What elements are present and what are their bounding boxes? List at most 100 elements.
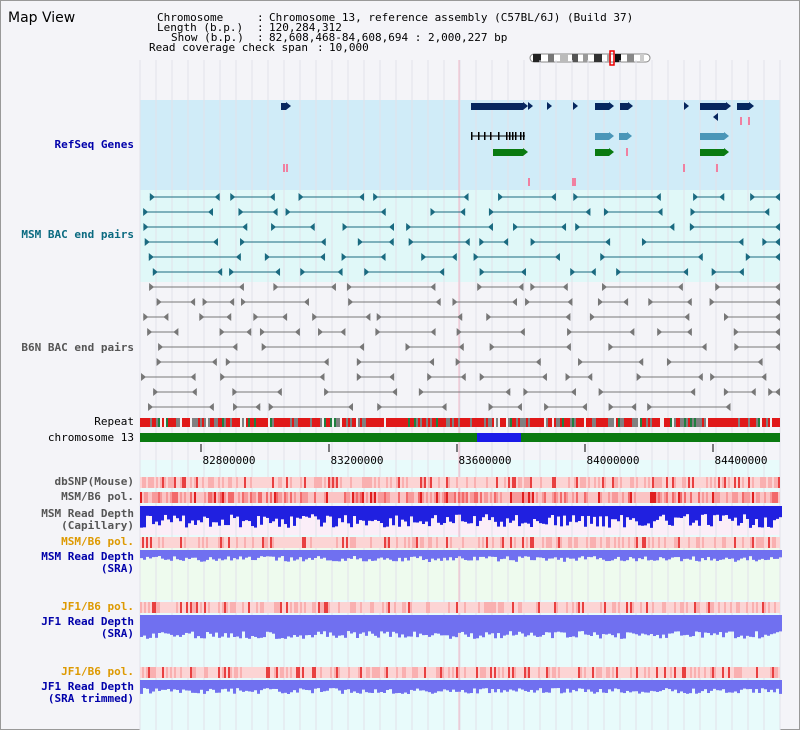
- dbsnp-cell: [196, 477, 198, 488]
- dbsnp-cell: [356, 477, 358, 488]
- dbsnp-cell: [386, 477, 388, 488]
- msm-b6-pol-cell: [324, 492, 326, 503]
- jf1-b6-pol-cell: [586, 602, 588, 613]
- dbsnp-cell: [566, 477, 568, 488]
- msm-sra-depth-bar: [524, 550, 527, 557]
- msm-sra-depth-bar: [638, 550, 641, 559]
- msm-b6-pol-2-cell: [182, 537, 184, 548]
- jf1-sra-depth-bar: [146, 615, 149, 639]
- msm-b6-pol-cell: [660, 492, 662, 503]
- dbsnp-cell: [734, 477, 736, 488]
- msm-capillary-depth-bar: [335, 506, 338, 527]
- jf1-trimmed-depth-bar: [323, 680, 326, 692]
- repeat-segment: [172, 418, 174, 427]
- msm-sra-depth-bar: [563, 550, 566, 562]
- jf1-b6-pol-2-cell: [266, 667, 268, 678]
- b6n-bac-pair-end: [147, 328, 153, 336]
- msm-b6-pol-cell: [312, 492, 314, 503]
- msm-sra-depth-bar: [383, 550, 386, 560]
- repeat-segment: [668, 418, 670, 427]
- repeat-segment: [322, 418, 324, 427]
- dbsnp-cell: [634, 477, 636, 488]
- msm-b6-pol-cell: [382, 492, 384, 503]
- jf1-read-depth-trimmed-label[interactable]: JF1 Read Depth: [41, 680, 134, 693]
- repeat-segment: [264, 418, 266, 427]
- msm-sra-depth-bar: [590, 550, 593, 558]
- jf1-trimmed-depth-bar: [146, 680, 149, 689]
- msm-b6-pol-label[interactable]: MSM/B6 pol.: [61, 490, 134, 503]
- jf1-b6-pol-cell: [656, 602, 658, 613]
- jf1-b6-pol-2-cell: [362, 667, 364, 678]
- dbsnp-cell: [694, 477, 696, 488]
- msm-b6-pol-2-cell: [584, 537, 586, 548]
- msm-b6-pol-2-cell: [650, 537, 652, 548]
- msm-capillary-depth-bar: [701, 506, 704, 515]
- repeat-segment: [252, 418, 254, 427]
- msm-b6-pol-cell: [440, 492, 442, 503]
- jf1-b6-pol-2-cell: [574, 667, 576, 678]
- jf1-sra-depth-bar: [308, 615, 311, 636]
- msm-bac-end-pairs-label[interactable]: MSM BAC end pairs: [21, 228, 134, 241]
- jf1-b6-pol-cell: [694, 602, 696, 613]
- jf1-b6-pol-2-cell: [536, 667, 538, 678]
- msm-sra-depth-bar: [692, 550, 695, 557]
- repeat-segment: [472, 418, 474, 427]
- b6n-bac-pair-end: [602, 283, 608, 291]
- msm-capillary-depth-bar: [401, 506, 404, 520]
- msm-b6-pol-2-cell: [446, 537, 448, 548]
- msm-sra-depth-bar: [686, 550, 689, 559]
- dbsnp-cell: [600, 477, 602, 488]
- jf1-b6-pol-cell: [600, 602, 602, 613]
- msm-bac-pair-end: [264, 253, 270, 261]
- msm-b6-pol-cell: [232, 492, 234, 503]
- msm-read-depth-sra-label[interactable]: MSM Read Depth: [41, 550, 134, 563]
- msm-b6-pol-2-cell: [540, 537, 542, 548]
- msm-b6-pol-cell: [212, 492, 214, 503]
- msm-b6-pol-2-cell: [634, 537, 636, 548]
- refseq-genes-label[interactable]: RefSeq Genes: [54, 138, 134, 151]
- msm-read-depth-capillary-label[interactable]: MSM Read Depth: [41, 507, 134, 520]
- msm-b6-pol-2-label[interactable]: MSM/B6 pol.: [61, 535, 134, 548]
- jf1-b6-pol-cell: [332, 602, 334, 613]
- jf1-b6-pol-2-cell: [142, 667, 144, 678]
- msm-read-depth-sra-sublabel: (SRA): [100, 562, 134, 575]
- b6n-bac-pair-end: [319, 373, 325, 381]
- msm-capillary-depth-bar: [440, 506, 443, 525]
- chromosome-sep: :: [257, 11, 264, 24]
- jf1-b6-pol-2-cell: [222, 667, 224, 678]
- dbsnp-cell: [232, 477, 234, 488]
- jf1-b6-pol-2-label[interactable]: JF1/B6 pol.: [61, 665, 134, 678]
- msm-sra-depth-bar: [566, 550, 569, 558]
- repeat-segment: [624, 418, 626, 427]
- msm-sra-depth-bar: [431, 550, 434, 559]
- dbsnp-label[interactable]: dbSNP(Mouse): [54, 475, 134, 488]
- snp-marker: [683, 164, 685, 172]
- msm-capillary-depth-bar: [734, 506, 737, 518]
- msm-sra-depth-bar: [326, 550, 329, 561]
- msm-b6-pol-2-cell: [632, 537, 634, 548]
- b6n-bac-pair-end: [356, 358, 362, 366]
- jf1-b6-pol-2-cell: [226, 667, 228, 678]
- msm-b6-pol-cell: [706, 492, 708, 503]
- msm-b6-pol-2-cell: [628, 537, 630, 548]
- msm-b6-pol-cell: [450, 492, 452, 503]
- msm-b6-pol-2-cell: [316, 537, 318, 548]
- jf1-trimmed-depth-bar: [413, 680, 416, 691]
- msm-b6-pol-2-cell: [366, 537, 368, 548]
- msm-b6-pol-2-cell: [350, 537, 352, 548]
- msm-b6-pol-cell: [332, 492, 334, 503]
- b6n-bac-pair-end: [211, 358, 217, 366]
- repeat-segment: [746, 418, 748, 427]
- dbsnp-cell: [462, 477, 464, 488]
- jf1-trimmed-depth-bar: [170, 680, 173, 692]
- b6n-bac-pair-end: [190, 373, 196, 381]
- dbsnp-cell: [442, 477, 444, 488]
- b6n-bac-end-pairs-label[interactable]: B6N BAC end pairs: [21, 341, 134, 354]
- jf1-b6-pol-label[interactable]: JF1/B6 pol.: [61, 600, 134, 613]
- dbsnp-cell: [708, 477, 710, 488]
- msm-b6-pol-2-cell: [698, 537, 700, 548]
- b6n-bac-pair-end: [340, 328, 346, 336]
- dbsnp-cell: [552, 477, 554, 488]
- jf1-read-depth-sra-label[interactable]: JF1 Read Depth: [41, 615, 134, 628]
